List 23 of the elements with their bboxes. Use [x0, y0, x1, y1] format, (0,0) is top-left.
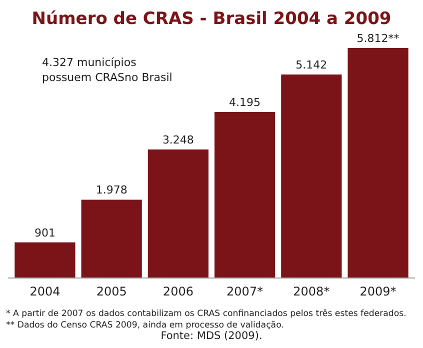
bar — [148, 149, 208, 278]
x-tick-label: 2008* — [293, 284, 330, 299]
bar — [214, 112, 276, 278]
bar — [81, 200, 142, 278]
x-tick-label: 2006 — [162, 284, 194, 299]
source-note: Fonte: MDS (2009). — [160, 330, 262, 342]
annotation: 4.327 municípios possuem CRASno Brasil — [42, 56, 172, 84]
x-tick-label: 2009* — [360, 284, 396, 299]
text: ** Dados do Censo CRAS 2009, ainda em processo de validação. — [6, 320, 284, 330]
x-tick-label: 2005 — [96, 284, 127, 299]
x-tick-label: 2004 — [30, 284, 60, 299]
data-label: 5.812** — [356, 32, 400, 45]
data-label: 1.978 — [96, 184, 128, 197]
data-label: 901 — [34, 226, 56, 240]
text: * A partir de 2007 os dados contabilizam os CRAS confinanciados pelos três estes federados. — [6, 309, 406, 319]
bar — [281, 74, 342, 278]
data-label: 4.195 — [229, 96, 261, 109]
data-label: 5.142 — [296, 58, 328, 72]
chart-title: Número de CRAS - Brasil 2004 a 2009 — [32, 9, 392, 29]
data-label: 3.248 — [162, 133, 194, 146]
bar — [14, 242, 76, 278]
bar — [348, 48, 408, 278]
x-tick-label: 2007* — [226, 284, 264, 299]
